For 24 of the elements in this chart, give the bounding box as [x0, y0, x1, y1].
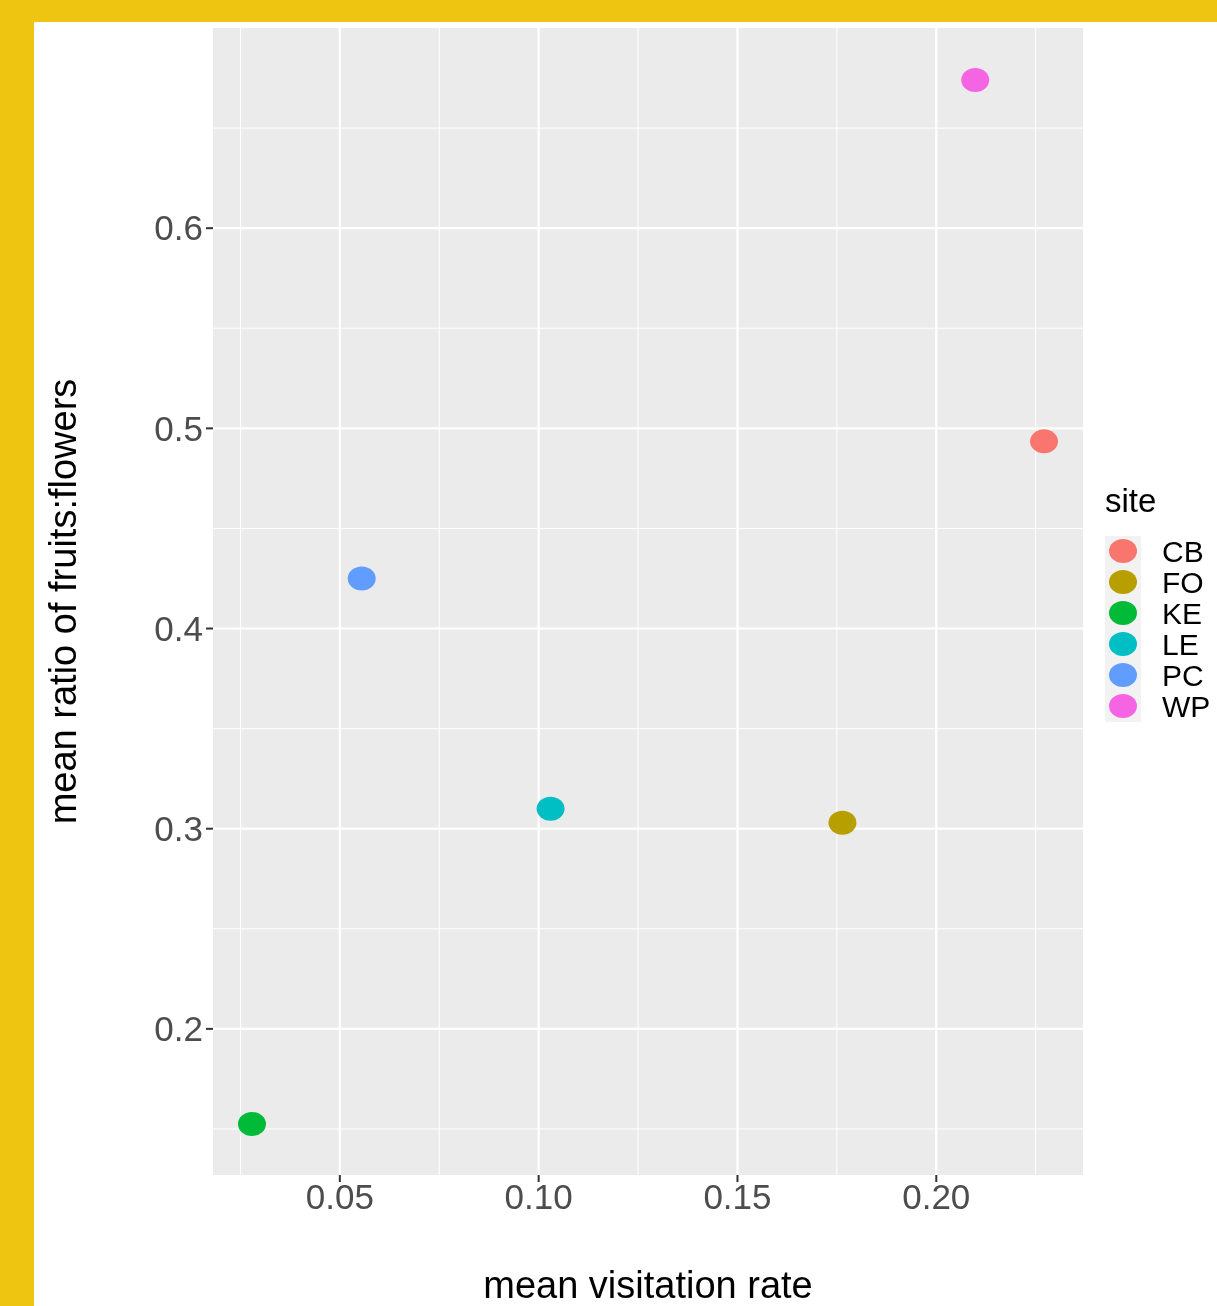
point [961, 68, 990, 93]
legend-label: LE [1162, 627, 1199, 661]
y-tick-label: 0.2 [154, 1009, 203, 1049]
point [828, 810, 857, 835]
point [347, 566, 376, 591]
x-tick-label: 0.20 [902, 1177, 971, 1216]
y-tick-label: 0.4 [154, 608, 203, 648]
point [1030, 429, 1059, 454]
x-tick-label: 0.10 [504, 1177, 573, 1216]
point [536, 796, 565, 821]
x-tick-label: 0.15 [703, 1177, 772, 1216]
x-tick-label: 0.05 [305, 1177, 374, 1216]
legend-label: FO [1162, 565, 1204, 599]
y-tick-label: 0.5 [154, 408, 203, 448]
legend-label: CB [1162, 534, 1204, 568]
legend-label: KE [1162, 596, 1203, 630]
legend-label: PC [1162, 658, 1204, 692]
y-tick-label: 0.6 [154, 208, 203, 248]
y-tick-label: 0.3 [154, 808, 203, 848]
x-axis-title: mean visitation rate [483, 1264, 813, 1306]
legend-title: site [1105, 482, 1157, 519]
point [237, 1111, 266, 1136]
y-axis-title: mean ratio of fruits:flowers [42, 378, 84, 825]
legend-label: WP [1162, 689, 1211, 723]
